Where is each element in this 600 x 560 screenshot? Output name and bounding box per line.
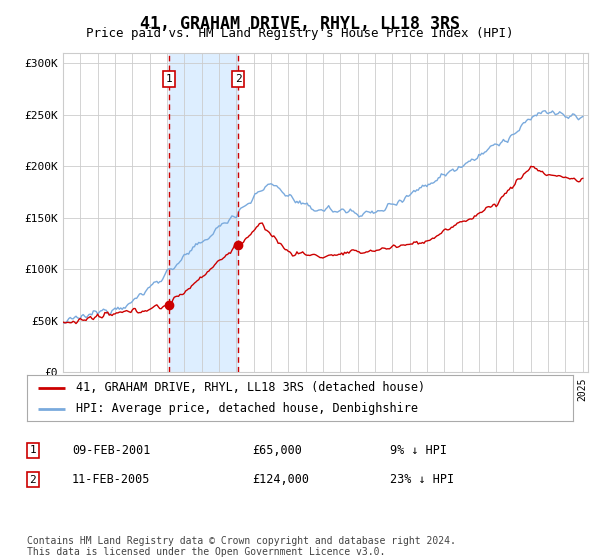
Text: 1: 1 xyxy=(29,445,37,455)
Text: 11-FEB-2005: 11-FEB-2005 xyxy=(72,473,151,487)
Text: 41, GRAHAM DRIVE, RHYL, LL18 3RS (detached house): 41, GRAHAM DRIVE, RHYL, LL18 3RS (detach… xyxy=(76,381,425,394)
Text: £65,000: £65,000 xyxy=(252,444,302,457)
Text: 23% ↓ HPI: 23% ↓ HPI xyxy=(390,473,454,487)
Text: £124,000: £124,000 xyxy=(252,473,309,487)
Text: 2: 2 xyxy=(235,74,242,84)
Bar xyxy=(169,53,238,372)
Text: HPI: Average price, detached house, Denbighshire: HPI: Average price, detached house, Denb… xyxy=(76,402,418,415)
Text: 1: 1 xyxy=(166,74,172,84)
Text: Price paid vs. HM Land Registry's House Price Index (HPI): Price paid vs. HM Land Registry's House … xyxy=(86,27,514,40)
Text: 9% ↓ HPI: 9% ↓ HPI xyxy=(390,444,447,457)
Text: 2: 2 xyxy=(29,475,37,485)
Text: Contains HM Land Registry data © Crown copyright and database right 2024.
This d: Contains HM Land Registry data © Crown c… xyxy=(27,535,456,557)
Text: 41, GRAHAM DRIVE, RHYL, LL18 3RS: 41, GRAHAM DRIVE, RHYL, LL18 3RS xyxy=(140,15,460,32)
Text: 09-FEB-2001: 09-FEB-2001 xyxy=(72,444,151,457)
